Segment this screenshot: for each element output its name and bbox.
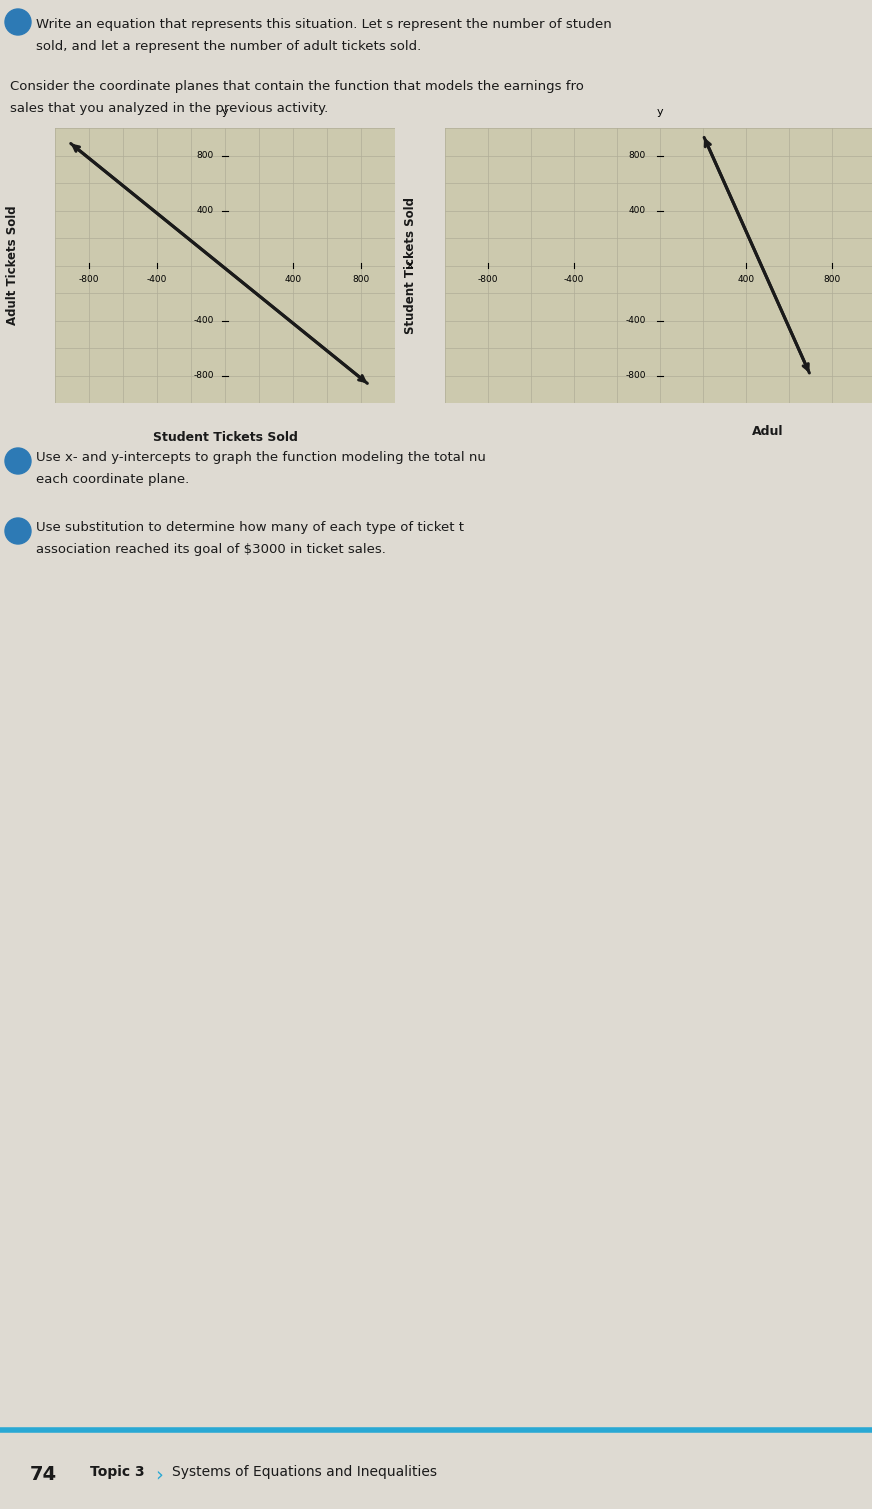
Text: 400: 400 xyxy=(629,207,646,214)
Text: 74: 74 xyxy=(30,1465,58,1483)
Text: sold, and let a represent the number of adult tickets sold.: sold, and let a represent the number of … xyxy=(36,41,421,53)
Text: sales that you analyzed in the previous activity.: sales that you analyzed in the previous … xyxy=(10,103,328,115)
Text: Topic 3: Topic 3 xyxy=(90,1465,145,1479)
Text: 800: 800 xyxy=(629,151,646,160)
Text: 400: 400 xyxy=(284,275,302,284)
Text: -400: -400 xyxy=(194,315,214,324)
Text: Student Tickets Sold: Student Tickets Sold xyxy=(404,198,417,333)
Circle shape xyxy=(5,448,31,474)
Text: Systems of Equations and Inequalities: Systems of Equations and Inequalities xyxy=(172,1465,437,1479)
Text: 1: 1 xyxy=(14,15,23,29)
Text: Use substitution to determine how many of each type of ticket t: Use substitution to determine how many o… xyxy=(36,521,464,534)
Text: 400: 400 xyxy=(738,275,754,284)
Text: y: y xyxy=(657,107,664,118)
Text: -400: -400 xyxy=(564,275,584,284)
Text: association reached its goal of $3000 in ticket sales.: association reached its goal of $3000 in… xyxy=(36,543,386,555)
Text: -800: -800 xyxy=(78,275,99,284)
Text: ›: › xyxy=(155,1465,163,1483)
Text: 800: 800 xyxy=(197,151,214,160)
Text: -400: -400 xyxy=(625,315,646,324)
Text: 800: 800 xyxy=(352,275,370,284)
Text: Adult Tickets Sold: Adult Tickets Sold xyxy=(6,205,19,326)
Text: y: y xyxy=(221,107,228,118)
Text: -800: -800 xyxy=(194,371,214,380)
Text: Adul: Adul xyxy=(752,426,783,438)
Text: Write an equation that represents this situation. Let s represent the number of : Write an equation that represents this s… xyxy=(36,18,612,32)
Circle shape xyxy=(5,518,31,545)
Text: -800: -800 xyxy=(625,371,646,380)
Text: 2: 2 xyxy=(14,454,23,468)
Text: x: x xyxy=(407,261,413,270)
Text: Use x- and y-intercepts to graph the function modeling the total nu: Use x- and y-intercepts to graph the fun… xyxy=(36,451,486,463)
Text: 3: 3 xyxy=(14,525,23,537)
Circle shape xyxy=(5,9,31,35)
Text: Consider the coordinate planes that contain the function that models the earning: Consider the coordinate planes that cont… xyxy=(10,80,584,94)
Text: -800: -800 xyxy=(478,275,498,284)
Text: -400: -400 xyxy=(146,275,167,284)
Text: Student Tickets Sold: Student Tickets Sold xyxy=(153,432,297,444)
Text: 800: 800 xyxy=(823,275,841,284)
Text: 400: 400 xyxy=(197,207,214,214)
Text: each coordinate plane.: each coordinate plane. xyxy=(36,472,189,486)
